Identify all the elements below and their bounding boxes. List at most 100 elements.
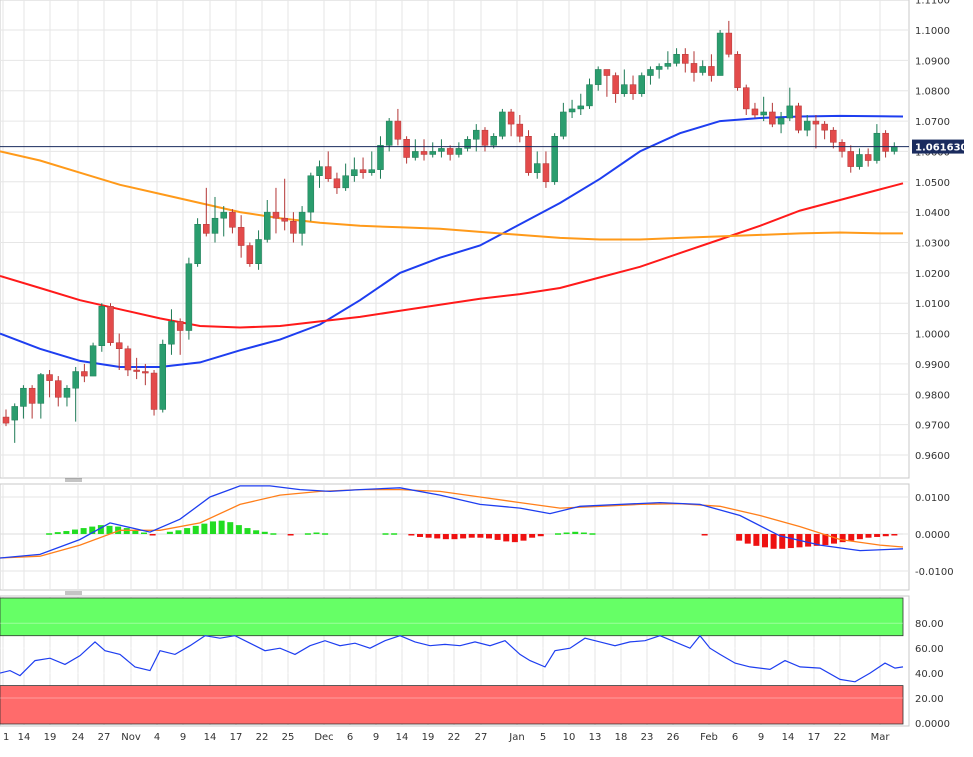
candle[interactable] [577,93,585,115]
candle[interactable] [281,178,288,231]
candle[interactable] [229,209,236,234]
candle[interactable] [412,139,419,161]
candle[interactable] [124,345,132,377]
candle[interactable] [786,87,794,122]
candle[interactable] [290,212,297,243]
candle[interactable] [394,108,402,146]
candle[interactable] [777,111,785,134]
candle[interactable] [742,84,750,115]
candle[interactable] [272,187,280,234]
candle[interactable] [359,157,367,179]
candle[interactable] [420,139,428,161]
candle[interactable] [133,357,140,380]
panel-splitter-1[interactable] [65,478,82,482]
candle[interactable] [682,48,689,73]
candle[interactable] [333,172,341,194]
candle[interactable] [168,309,175,355]
candle[interactable] [551,133,558,185]
candle[interactable] [533,151,541,179]
candle[interactable] [516,115,524,143]
candle[interactable] [586,78,593,109]
candle[interactable] [455,142,463,158]
candle[interactable] [307,172,315,222]
candle[interactable] [89,342,97,377]
candle[interactable] [185,257,193,340]
candle[interactable] [690,51,698,82]
candle[interactable] [11,403,18,443]
candle[interactable] [594,66,602,91]
candle[interactable] [150,370,158,416]
candle[interactable] [98,303,106,352]
candle[interactable] [499,108,506,140]
candle[interactable] [46,370,53,398]
candle[interactable] [507,108,515,137]
candle[interactable] [673,48,680,67]
candle[interactable] [629,75,637,100]
candle[interactable] [55,376,62,407]
candle[interactable] [525,130,532,176]
candle[interactable] [203,187,210,237]
candle[interactable] [63,385,71,407]
candle[interactable] [115,333,123,370]
candle[interactable] [429,142,436,158]
candle[interactable] [856,148,863,170]
panel-splitter-2[interactable] [65,591,82,595]
candle[interactable] [176,318,184,355]
candle[interactable] [324,151,332,182]
candle[interactable] [716,30,724,76]
candle[interactable] [647,66,654,85]
candle[interactable] [298,206,306,246]
candle[interactable] [612,72,619,103]
candle[interactable] [351,157,358,182]
candle[interactable] [734,51,741,91]
candle[interactable] [142,363,149,386]
candle[interactable] [403,136,410,164]
candle[interactable] [638,72,645,97]
candle[interactable] [464,136,471,152]
candle[interactable] [769,102,776,128]
candle[interactable] [725,20,733,58]
candle[interactable] [621,69,628,97]
candle[interactable] [246,242,254,267]
candle[interactable] [316,160,323,188]
candle[interactable] [795,102,802,134]
candle[interactable] [28,385,36,419]
candle[interactable] [830,127,837,149]
candle[interactable] [664,51,672,70]
candle[interactable] [72,366,79,422]
candle[interactable] [368,151,376,176]
candle[interactable] [220,206,227,237]
candle[interactable] [342,163,349,191]
candle[interactable] [255,230,262,270]
candle[interactable] [699,60,706,76]
candle[interactable] [803,115,811,137]
candle[interactable] [882,130,889,158]
candle[interactable] [438,139,445,158]
candle[interactable] [159,339,167,413]
candle[interactable] [377,136,384,179]
candle[interactable] [264,200,271,243]
candle[interactable] [542,151,550,188]
candle[interactable] [481,127,489,152]
candle[interactable] [708,54,715,82]
candle[interactable] [81,363,88,383]
candle[interactable] [237,215,245,258]
candle[interactable] [211,196,219,243]
candle[interactable] [655,63,663,79]
candle[interactable] [446,145,454,161]
candle[interactable] [603,69,611,97]
candle[interactable] [821,121,828,140]
candle[interactable] [560,102,567,140]
candle[interactable] [847,145,854,173]
candle[interactable] [385,118,393,152]
candle[interactable] [812,115,820,149]
candle[interactable] [194,218,201,267]
candle[interactable] [490,133,497,149]
candle[interactable] [107,303,114,346]
candle[interactable] [37,373,45,419]
candle[interactable] [751,102,759,119]
candle[interactable] [864,148,872,167]
candle[interactable] [20,385,27,419]
